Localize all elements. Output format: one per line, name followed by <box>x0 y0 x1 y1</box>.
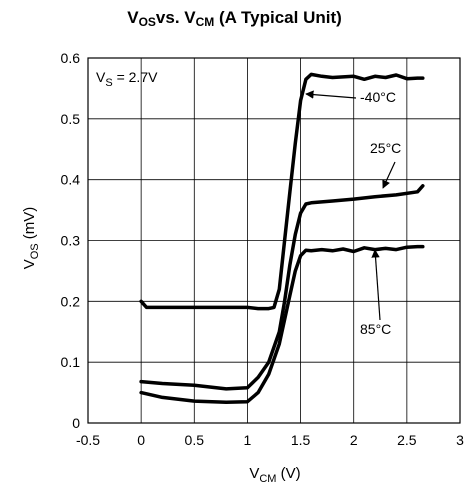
leader-arrow <box>371 249 381 321</box>
x-tick-label: 2.5 <box>397 432 417 448</box>
title-rest: (A Typical Unit) <box>214 8 342 27</box>
y-tick-label: 0.2 <box>61 293 81 309</box>
y-tick-label: 0.3 <box>61 233 81 249</box>
series-line <box>139 244 425 405</box>
series-line <box>139 184 425 391</box>
leader-arrow <box>382 161 396 189</box>
x-tick-label: 1.5 <box>291 432 311 448</box>
y-tick-label: 0.4 <box>61 172 81 188</box>
y-tick-label: 0.1 <box>61 354 81 370</box>
series-label: 25°C <box>370 140 401 156</box>
y-tick-label: 0.6 <box>61 50 81 66</box>
grid <box>88 58 460 423</box>
series-label: 85°C <box>360 321 391 337</box>
title-main-sub: OS <box>138 15 156 29</box>
plot-frame <box>87 57 461 424</box>
x-tick-label: -0.5 <box>76 432 100 448</box>
x-tick-label: 0 <box>137 432 145 448</box>
vs-label: VS = 2.7V <box>96 69 158 89</box>
y-tick-label: 0.5 <box>61 111 81 127</box>
tick-labels: -0.5 0 0.5 1 1.5 2 2.5 300.10.20.30.40.50.6 <box>61 50 465 448</box>
x-tick-label: 3 <box>456 432 464 448</box>
annotations: -40°C 25°C 85°C <box>305 89 401 337</box>
y-axis-label: VOS (mV) <box>21 207 41 270</box>
title-main: V <box>127 8 139 27</box>
x-tick-label: 2 <box>350 432 358 448</box>
series-layer <box>139 72 425 405</box>
x-tick-label: 1 <box>244 432 252 448</box>
series-line <box>139 72 425 311</box>
title-vs-sub: CM <box>195 15 215 29</box>
title-vs: vs. V <box>155 8 196 27</box>
leader-arrow <box>305 90 357 99</box>
y-tick-label: 0 <box>72 415 80 431</box>
series-label: -40°C <box>360 89 396 105</box>
x-axis-label: VCM (V) <box>249 465 300 485</box>
chart-title: VOSvs. VCM (A Typical Unit) <box>0 8 469 29</box>
x-tick-label: 0.5 <box>185 432 205 448</box>
